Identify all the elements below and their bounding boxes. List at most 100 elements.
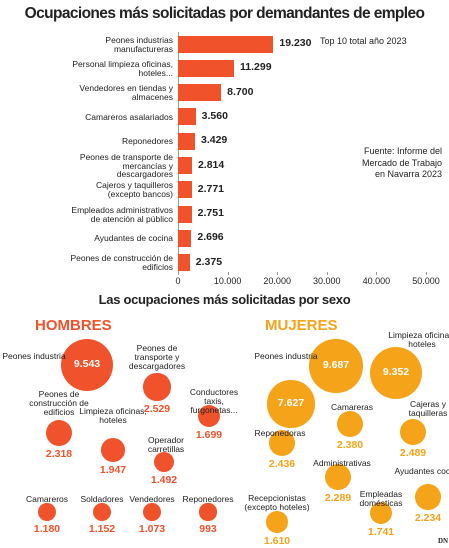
bubble	[325, 464, 351, 490]
category-label: Soldadores	[80, 494, 124, 504]
logo: DN	[438, 537, 449, 545]
value-label: 1.947	[99, 463, 127, 476]
bubble	[92, 502, 112, 522]
bubble	[37, 502, 57, 522]
category-label: Peones industria	[254, 351, 318, 361]
tick-mark	[277, 272, 279, 275]
section-title: Las ocupaciones más solicitadas por sexo	[98, 292, 351, 307]
source: Fuente: Informe del Mercado de Trabajo e…	[361, 146, 442, 180]
value-label: 7.627	[277, 397, 305, 409]
tick-mark	[426, 272, 427, 275]
value-label: 3.560	[201, 109, 228, 122]
tick-mark	[178, 272, 179, 275]
value-label: 1.492	[150, 474, 178, 487]
category-label: Empleadas domésticas	[359, 489, 403, 508]
bubble	[266, 511, 288, 533]
x-tick-label: 40.000	[362, 276, 391, 286]
category-label: Peones de transporte de mercancías y des…	[79, 151, 173, 180]
category-label: Peones de construcción de edificios	[70, 253, 173, 273]
value-label: 9.352	[382, 366, 410, 378]
bubble	[46, 420, 72, 446]
bar	[178, 205, 192, 223]
bubble	[199, 503, 217, 521]
chart-title: Ocupaciones más solicitadas por demandan…	[24, 5, 425, 22]
bar	[178, 132, 195, 150]
x-tick-label: 0	[175, 276, 181, 286]
category-label: Reponedores	[182, 494, 234, 504]
value-label: 2.696	[197, 231, 224, 244]
category-label: Cajeras y taquilleras	[408, 399, 448, 418]
bubble	[268, 429, 296, 457]
bar	[178, 254, 190, 272]
tick-mark	[326, 272, 328, 275]
bubble	[143, 503, 161, 521]
value-label: 2.234	[414, 511, 442, 524]
bubble	[60, 338, 114, 392]
tick-mark	[376, 272, 378, 275]
value-label: 1.610	[263, 534, 291, 547]
category-label: Cajeros y taquilleros (excepto bancos)	[95, 180, 173, 200]
bubble	[143, 373, 171, 401]
category-label: Limpieza oficinas, hoteles	[79, 406, 147, 425]
bar	[178, 59, 235, 77]
group-label: HOMBRES	[35, 317, 112, 334]
category-label: Camareros asalariados	[85, 111, 173, 122]
value-label: 2.289	[324, 491, 352, 504]
category-label: Peones industria	[2, 351, 66, 361]
x-tick-label: 20.000	[263, 276, 291, 286]
value-label: 2.375	[195, 255, 223, 268]
x-tick-label: 10.000	[213, 276, 242, 286]
bubble	[101, 438, 125, 462]
category-label: Camareras	[330, 402, 374, 412]
bar	[178, 229, 192, 247]
category-label: Camareros	[25, 494, 69, 504]
category-label: Personal limpieza oficinas, hoteles...	[72, 58, 173, 78]
category-label: Ayudantes cocina	[394, 466, 449, 476]
value-label: 1.073	[138, 522, 166, 535]
bubble	[369, 346, 423, 400]
bubble	[309, 339, 363, 393]
category-label: Reponedoras	[254, 428, 306, 438]
bubble	[415, 484, 441, 510]
value-label: 993	[199, 522, 217, 535]
category-label: Empleados administrativos de atención al…	[71, 204, 173, 224]
bubble	[153, 451, 175, 473]
value-label: 9.543	[73, 358, 101, 370]
bar	[178, 181, 192, 199]
category-label: Peones de construcción de edificios	[29, 389, 89, 417]
value-label: 1.180	[33, 523, 61, 536]
value-label: 2.529	[143, 402, 171, 415]
x-tick-label: 50.000	[412, 276, 440, 286]
category-label: Recepcionistas (excepto hoteles)	[244, 493, 310, 512]
value-label: 2.814	[197, 158, 225, 171]
category-label: Conductores taxis, furgonetas...	[189, 387, 239, 415]
category-label: Ayudantes de cocina	[94, 233, 173, 244]
annotation: Top 10 total año 2023	[320, 36, 407, 46]
value-label: 3.429	[201, 134, 228, 147]
category-label: Administrativas	[313, 458, 371, 468]
category-label: Peones industrias manufactureras	[105, 34, 173, 54]
value-label: 2.489	[399, 447, 427, 460]
bubble	[369, 501, 393, 525]
value-label: 11.299	[240, 61, 272, 74]
bubble	[197, 404, 221, 428]
value-label: 2.436	[268, 458, 296, 471]
value-label: 9.687	[322, 359, 350, 371]
value-label: 19.230	[279, 37, 312, 49]
bubble	[267, 380, 315, 428]
group-label: MUJERES	[265, 317, 338, 334]
category-label: Reponedores	[121, 136, 173, 147]
category-label: Operador carretillas	[147, 435, 185, 454]
value-label: 2.318	[45, 447, 73, 460]
category-label: Limpieza oficinas, hoteles	[388, 330, 449, 349]
tick-mark	[227, 272, 229, 275]
value-label: 2.751	[197, 207, 224, 220]
value-label: 1.152	[88, 523, 116, 536]
bar	[178, 108, 196, 126]
value-label: 1.699	[195, 429, 223, 442]
x-tick-label: 30.000	[313, 276, 341, 286]
category-label: Vendedores	[129, 494, 175, 504]
bubble	[399, 418, 427, 446]
bubble	[336, 410, 364, 438]
